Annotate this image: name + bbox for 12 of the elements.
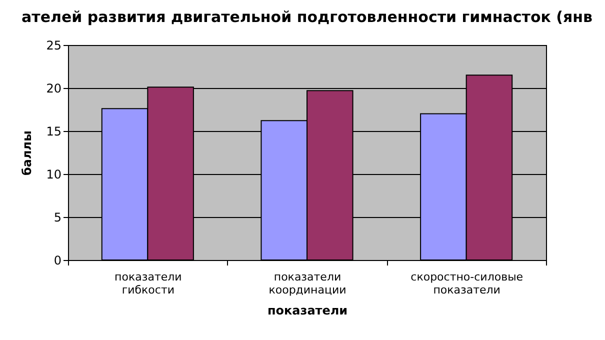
y-tick-label: 10 xyxy=(46,168,62,182)
x-tick-label: показатели координации xyxy=(268,270,346,296)
y-tick-label: 20 xyxy=(46,82,62,96)
y-axis-title: баллы xyxy=(20,130,34,176)
x-axis-title: показатели xyxy=(267,304,348,318)
chart-title: ателей развития двигательной подготовленности гимнасток (янв xyxy=(22,8,592,26)
y-tick-label: 5 xyxy=(54,210,62,224)
y-tick-label: 15 xyxy=(46,124,62,138)
y-tick-label: 25 xyxy=(46,38,62,52)
x-tick-label: скоростно-силовые показатели xyxy=(410,270,524,296)
y-tick-label: 0 xyxy=(54,254,62,268)
x-tick-label: показатели гибкости xyxy=(114,270,182,296)
